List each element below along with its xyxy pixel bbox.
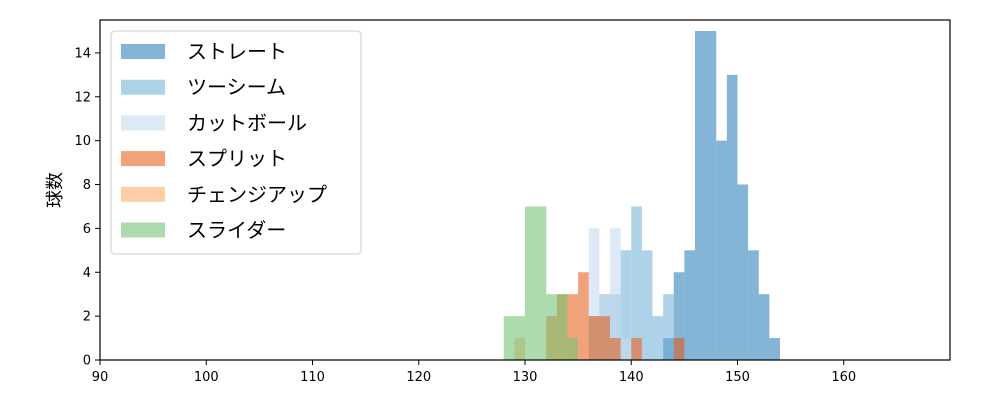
bar-0-6 xyxy=(726,74,738,360)
legend-swatch-5 xyxy=(121,222,165,238)
legend-label-2: カットボール xyxy=(187,111,307,135)
x-tick-label-7: 160 xyxy=(831,370,856,385)
bar-0-2 xyxy=(684,250,695,360)
bar-1-3 xyxy=(620,250,632,360)
bar-5-3 xyxy=(535,206,547,360)
bar-1-7 xyxy=(663,294,674,360)
legend-swatch-4 xyxy=(121,186,165,202)
bar-5-5 xyxy=(556,294,568,360)
x-tick-label-4: 130 xyxy=(513,370,538,385)
legend-swatch-0 xyxy=(121,44,165,59)
x-tick-label-3: 120 xyxy=(406,370,431,385)
bar-3-3 xyxy=(578,272,589,360)
bar-1-5 xyxy=(641,250,653,360)
bar-3-4 xyxy=(588,316,600,360)
x-tick-label-5: 140 xyxy=(619,370,644,385)
legend-swatch-2 xyxy=(121,115,165,131)
y-tick-label-3: 6 xyxy=(83,222,91,237)
y-tick-label-6: 12 xyxy=(74,90,91,105)
bar-0-7 xyxy=(737,184,749,360)
legend-label-5: スライダー xyxy=(187,218,286,242)
x-tick-label-0: 90 xyxy=(92,370,109,385)
bar-0-3 xyxy=(695,30,706,360)
legend-box xyxy=(110,30,362,255)
y-tick-label-4: 8 xyxy=(83,178,91,193)
bar-0-5 xyxy=(716,140,727,360)
bar-5-0 xyxy=(503,316,515,360)
y-axis: 0 2 4 6 8 10 12 14 xyxy=(74,46,100,369)
y-tick-label-5: 10 xyxy=(74,134,91,149)
y-tick-label-1: 2 xyxy=(83,310,91,325)
bar-5-4 xyxy=(546,294,557,360)
y-tick-label-2: 4 xyxy=(83,266,91,281)
bar-3-2 xyxy=(567,294,579,360)
bar-1-4 xyxy=(631,206,642,360)
legend-swatch-1 xyxy=(121,79,165,95)
bar-3-7 xyxy=(631,338,642,360)
legend-label-0: ストレート xyxy=(187,40,287,64)
x-tick-label-2: 110 xyxy=(300,370,325,385)
bars-layer xyxy=(503,30,780,360)
bar-3-5 xyxy=(599,316,610,360)
bar-2-0 xyxy=(588,228,600,360)
y-tick-label-7: 14 xyxy=(74,46,91,61)
legend-label-1: ツーシーム xyxy=(187,75,286,99)
bar-1-6 xyxy=(652,316,664,360)
bar-5-6 xyxy=(567,338,579,360)
x-axis: 90 100 110 120 130 140 150 160 xyxy=(92,360,856,385)
bar-2-3 xyxy=(620,338,632,360)
legend-swatch-3 xyxy=(121,151,165,167)
x-tick-label-6: 150 xyxy=(725,370,750,385)
y-tick-label-0: 0 xyxy=(83,354,91,369)
bar-0-4 xyxy=(705,30,717,360)
bar-2-2 xyxy=(610,228,621,360)
bar-0-9 xyxy=(758,294,770,360)
bar-3-8 xyxy=(673,338,685,360)
bar-5-2 xyxy=(525,206,536,360)
bar-0-10 xyxy=(769,338,780,360)
bar-0-1 xyxy=(673,272,685,360)
legend-label-4: チェンジアップ xyxy=(187,182,327,206)
bar-5-1 xyxy=(514,316,525,360)
bar-0-8 xyxy=(748,250,759,360)
y-axis-label: 球数 xyxy=(45,172,66,208)
legend-label-3: スプリット xyxy=(187,147,287,171)
bar-3-6 xyxy=(610,338,621,360)
x-tick-label-1: 100 xyxy=(194,370,219,385)
